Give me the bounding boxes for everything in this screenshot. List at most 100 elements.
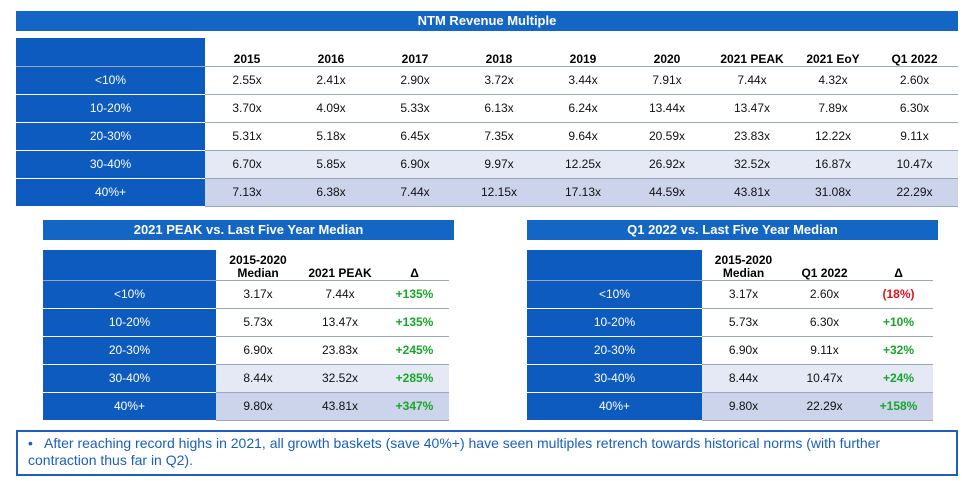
q1-header-row: 2015-2020 Median Q1 2022 Δ — [527, 250, 933, 281]
table-cell: 3.44x — [541, 66, 625, 95]
table-cell: 9.11x — [871, 122, 958, 151]
peak-col-header-median-line2: Median — [237, 265, 279, 280]
table-cell: 7.35x — [457, 122, 541, 151]
main-col-header: 2020 — [625, 38, 709, 67]
peak-corner-cell — [43, 250, 216, 281]
peak-table-title: 2021 PEAK vs. Last Five Year Median — [43, 220, 454, 240]
table-cell: 7.89x — [795, 94, 871, 123]
table-cell: 6.30x — [785, 308, 864, 337]
table-row: 20-30% 5.31x 5.18x 6.45x 7.35x 9.64x 20.… — [16, 121, 958, 151]
table-cell: 16.87x — [795, 150, 871, 179]
table-cell: 10.47x — [871, 150, 958, 179]
main-col-header: 2018 — [457, 38, 541, 67]
table-cell: 13.47x — [709, 94, 795, 123]
table-row: <10% 3.17x 2.60x (18%) — [527, 279, 933, 309]
main-table-title: NTM Revenue Multiple — [16, 11, 958, 31]
row-label: 30-40% — [43, 363, 216, 393]
q1-col-header-median-line1: 2015-2020 — [714, 252, 773, 267]
table-cell: 9.64x — [541, 122, 625, 151]
row-label: 20-30% — [16, 121, 205, 151]
main-col-header: 2021 PEAK — [709, 38, 795, 67]
main-col-header: 2019 — [541, 38, 625, 67]
delta-cell: +347% — [380, 392, 449, 421]
main-col-header: Q1 2022 — [871, 38, 958, 67]
main-corner-cell — [16, 38, 205, 67]
delta-cell: +285% — [380, 364, 449, 393]
q1-table-title: Q1 2022 vs. Last Five Year Median — [527, 220, 938, 240]
table-cell: 32.52x — [300, 364, 380, 393]
peak-vs-median-table: 2015-2020 Median 2021 PEAK Δ <10% 3.17x … — [43, 250, 449, 421]
table-row: 30-40% 6.70x 5.85x 6.90x 9.97x 12.25x 26… — [16, 149, 958, 179]
delta-cell: +32% — [864, 336, 933, 365]
table-cell: 7.44x — [709, 66, 795, 95]
table-cell: 6.70x — [205, 150, 289, 179]
table-cell: 6.38x — [289, 178, 373, 207]
table-cell: 6.90x — [216, 336, 300, 365]
row-label: 20-30% — [43, 335, 216, 365]
table-cell: 2.90x — [373, 66, 457, 95]
table-row: 10-20% 5.73x 13.47x +135% — [43, 307, 449, 337]
table-row: <10% 3.17x 7.44x +135% — [43, 279, 449, 309]
row-label: 10-20% — [527, 307, 702, 337]
table-cell: 3.70x — [205, 94, 289, 123]
commentary-text: After reaching record highs in 2021, all… — [28, 435, 881, 468]
row-label: <10% — [16, 65, 205, 95]
table-cell: 2.60x — [871, 66, 958, 95]
table-cell: 9.97x — [457, 150, 541, 179]
row-label: 30-40% — [16, 149, 205, 179]
table-cell: 23.83x — [709, 122, 795, 151]
table-row: <10% 2.55x 2.41x 2.90x 3.72x 3.44x 7.91x… — [16, 65, 958, 95]
table-cell: 4.32x — [795, 66, 871, 95]
table-cell: 31.08x — [795, 178, 871, 207]
table-cell: 2.41x — [289, 66, 373, 95]
table-cell: 7.13x — [205, 178, 289, 207]
row-label: 40%+ — [16, 177, 205, 207]
table-cell: 13.44x — [625, 94, 709, 123]
table-cell: 7.44x — [300, 280, 380, 309]
row-label: 40%+ — [43, 391, 216, 421]
table-cell: 8.44x — [216, 364, 300, 393]
table-row: 20-30% 6.90x 9.11x +32% — [527, 335, 933, 365]
table-cell: 10.47x — [785, 364, 864, 393]
table-row: 40%+ 7.13x 6.38x 7.44x 12.15x 17.13x 44.… — [16, 177, 958, 207]
table-cell: 6.13x — [457, 94, 541, 123]
table-cell: 2.55x — [205, 66, 289, 95]
table-cell: 23.83x — [300, 336, 380, 365]
commentary-note: • After reaching record highs in 2021, al… — [16, 430, 958, 476]
table-cell: 22.29x — [785, 392, 864, 421]
table-row: 30-40% 8.44x 32.52x +285% — [43, 363, 449, 393]
table-cell: 5.85x — [289, 150, 373, 179]
delta-cell: +10% — [864, 308, 933, 337]
peak-col-header-median-line1: 2015-2020 — [229, 252, 287, 267]
row-label: 30-40% — [527, 363, 702, 393]
table-cell: 6.90x — [702, 336, 785, 365]
q1-col-header-median-line2: Median — [722, 265, 765, 280]
table-cell: 2.60x — [785, 280, 864, 309]
bullet-marker: • — [28, 435, 33, 451]
table-cell: 5.31x — [205, 122, 289, 151]
peak-header-row: 2015-2020 Median 2021 PEAK Δ — [43, 250, 449, 281]
table-cell: 6.24x — [541, 94, 625, 123]
delta-cell: +135% — [380, 280, 449, 309]
row-label: <10% — [527, 279, 702, 309]
table-cell: 5.18x — [289, 122, 373, 151]
table-cell: 5.33x — [373, 94, 457, 123]
main-col-header: 2021 EoY — [795, 38, 871, 67]
table-cell: 44.59x — [625, 178, 709, 207]
table-cell: 6.90x — [373, 150, 457, 179]
delta-cell: (18%) — [864, 280, 933, 309]
table-cell: 3.17x — [216, 280, 300, 309]
table-row: 10-20% 5.73x 6.30x +10% — [527, 307, 933, 337]
table-cell: 5.73x — [702, 308, 785, 337]
table-cell: 17.13x — [541, 178, 625, 207]
delta-cell: +245% — [380, 336, 449, 365]
main-col-header: 2017 — [373, 38, 457, 67]
table-cell: 32.52x — [709, 150, 795, 179]
delta-cell: +158% — [864, 392, 933, 421]
table-cell: 12.22x — [795, 122, 871, 151]
table-row: 40%+ 9.80x 22.29x +158% — [527, 391, 933, 421]
delta-cell: +24% — [864, 364, 933, 393]
table-row: 40%+ 9.80x 43.81x +347% — [43, 391, 449, 421]
peak-col-header-median: 2015-2020 Median — [216, 250, 300, 281]
row-label: 20-30% — [527, 335, 702, 365]
